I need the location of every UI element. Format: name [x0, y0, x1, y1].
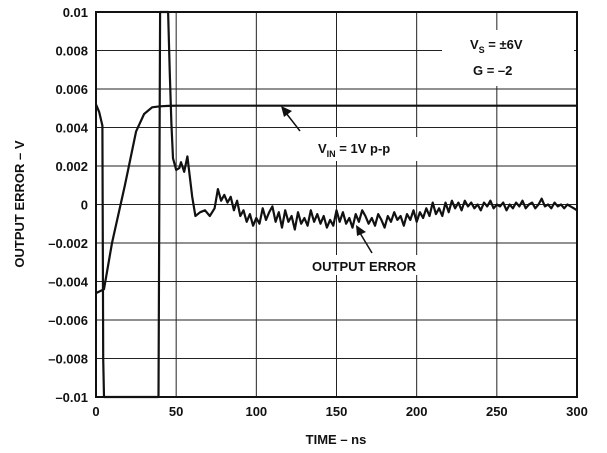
- x-tick-label: 100: [245, 404, 267, 419]
- y-tick-label: –0.004: [48, 275, 89, 290]
- error-label-box: [308, 255, 442, 275]
- x-tick-label: 150: [326, 404, 348, 419]
- output-error-label: OUTPUT ERROR: [312, 259, 417, 274]
- series-line-output-error: [94, 10, 578, 399]
- vin-arrow-line: [285, 112, 301, 132]
- error-arrow-head: [356, 225, 366, 236]
- y-axis-title: OUTPUT ERROR – V: [12, 140, 27, 267]
- y-tick-label: 0.01: [63, 5, 88, 20]
- y-tick-label: 0.008: [55, 44, 88, 59]
- y-tick-label: –0.008: [48, 352, 88, 367]
- vin-sub: IN: [327, 149, 336, 159]
- y-tick-label: 0.006: [55, 82, 88, 97]
- series-line-vin: [95, 104, 577, 295]
- vin-label-box: [314, 137, 424, 161]
- y-tick-label: 0: [81, 198, 88, 213]
- supply-sub: S: [479, 45, 485, 55]
- series-layer: [94, 10, 578, 399]
- supply-value: = ±6V: [485, 37, 523, 52]
- x-axis-title: TIME – ns: [306, 432, 367, 447]
- y-tick-label: –0.01: [55, 390, 88, 405]
- x-tick-label: 300: [566, 404, 588, 419]
- plot-frame: [95, 11, 578, 398]
- tick-labels: 0 50 100 150 200 250 300 0.01 0.008 0.006 0.004 0.0…: [48, 5, 588, 419]
- error-arrow-line: [359, 232, 373, 254]
- conditions-box: [442, 30, 574, 86]
- supply-v: V: [470, 37, 479, 52]
- x-tick-label: 50: [169, 404, 183, 419]
- vin-arrow-head: [281, 106, 292, 117]
- y-tick-label: –0.006: [48, 313, 88, 328]
- gain-label: G = –2: [473, 63, 512, 78]
- vin-label: VIN = 1V p-p: [318, 141, 390, 159]
- vin-v: V: [318, 141, 327, 156]
- y-tick-label: 0.002: [55, 159, 88, 174]
- vin-value: = 1V p-p: [336, 141, 391, 156]
- x-tick-label: 200: [406, 404, 428, 419]
- x-tick-label: 250: [486, 404, 508, 419]
- supply-voltage-label: VS = ±6V: [470, 37, 523, 55]
- y-tick-label: –0.002: [48, 236, 88, 251]
- y-tick-label: 0.004: [55, 121, 88, 136]
- x-tick-label: 0: [92, 404, 99, 419]
